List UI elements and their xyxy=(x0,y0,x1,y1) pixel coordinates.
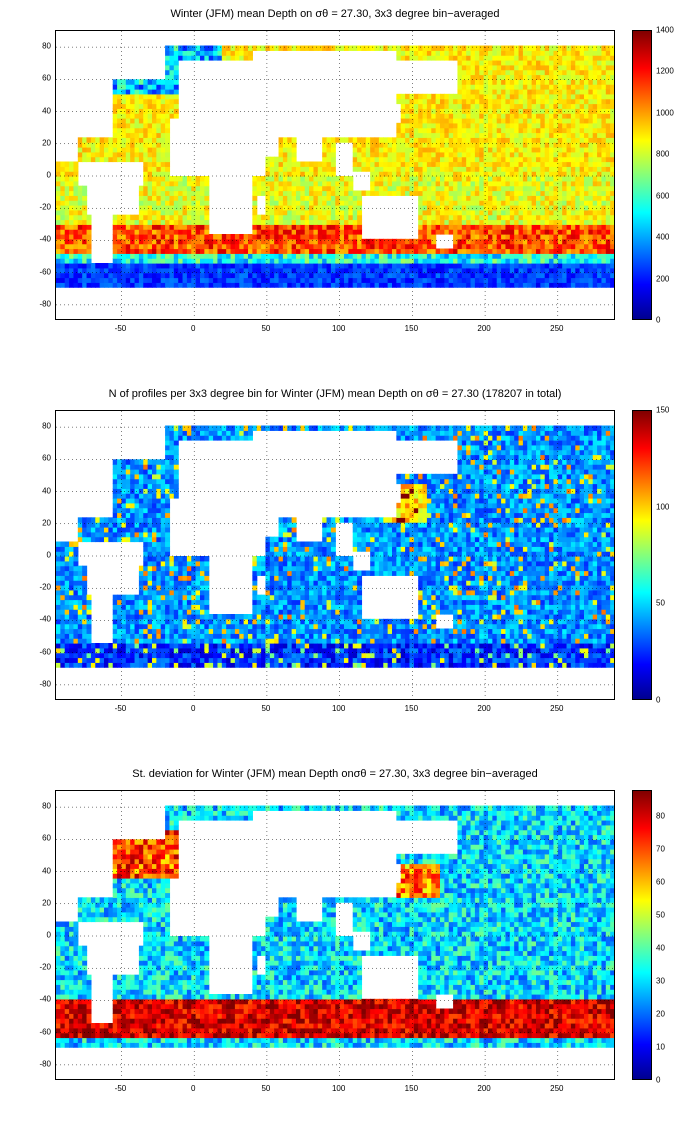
colorbar-tick-label: 0 xyxy=(656,315,661,325)
y-tick-label: -60 xyxy=(39,647,51,657)
colorbar-tick-label: 0 xyxy=(656,1075,661,1085)
x-tick-label: 200 xyxy=(477,324,491,333)
colorbar-tick-label: 1200 xyxy=(656,66,674,76)
colorbar-tick-label: 200 xyxy=(656,274,670,284)
colorbar-tick-label: 20 xyxy=(656,1009,665,1019)
grid-lines xyxy=(56,31,614,319)
x-tick-label: 150 xyxy=(404,1084,419,1093)
y-tick-label: -40 xyxy=(39,234,51,244)
colorbar-tick-label: 100 xyxy=(656,502,670,512)
colorbar-tick-label: 400 xyxy=(656,232,670,242)
y-tick-label: -60 xyxy=(39,267,51,277)
map-canvas xyxy=(56,31,614,319)
y-tick-label: 80 xyxy=(42,801,51,811)
y-tick-label: 0 xyxy=(46,930,51,940)
map-canvas xyxy=(56,791,614,1079)
map-canvas xyxy=(56,411,614,699)
colorbar xyxy=(632,30,652,320)
x-tick-label: 0 xyxy=(190,704,196,713)
colorbar-tick-label: 0 xyxy=(656,695,661,705)
y-tick-label: 0 xyxy=(46,550,51,560)
colorbar-tick-label: 1000 xyxy=(656,108,674,118)
x-tick-label: -50 xyxy=(114,1084,127,1093)
colorbar-tick-label: 600 xyxy=(656,191,670,201)
colorbar-tick-label: 50 xyxy=(656,910,665,920)
panel-profile-count: N of profiles per 3x3 degree bin for Win… xyxy=(0,380,696,760)
colorbar-tick-label: 10 xyxy=(656,1042,665,1052)
y-tick-label: -20 xyxy=(39,582,51,592)
x-tick-label: 150 xyxy=(404,704,419,713)
colorbar-tick-label: 70 xyxy=(656,844,665,854)
grid-lines xyxy=(56,411,614,699)
x-tick-label: -50 xyxy=(114,704,127,713)
y-tick-label: 80 xyxy=(42,421,51,431)
y-tick-label: 40 xyxy=(42,106,51,116)
map-plot xyxy=(55,410,615,700)
y-tick-label: 20 xyxy=(42,898,51,908)
x-tick-label: 100 xyxy=(331,704,346,713)
colorbar xyxy=(632,410,652,700)
x-tick-label: 50 xyxy=(261,324,271,333)
y-tick-label: 60 xyxy=(42,73,51,83)
y-tick-label: -80 xyxy=(39,679,51,689)
x-tick-label: 50 xyxy=(261,1084,271,1093)
colorbar-tick-label: 30 xyxy=(656,976,665,986)
x-tick-label: 200 xyxy=(477,1084,491,1093)
y-tick-label: 40 xyxy=(42,486,51,496)
y-tick-label: -80 xyxy=(39,299,51,309)
x-tick-label: 250 xyxy=(550,1084,564,1093)
x-tick-label: 0 xyxy=(190,324,196,333)
y-tick-label: -60 xyxy=(39,1027,51,1037)
colorbar-tick-label: 1400 xyxy=(656,25,674,35)
y-tick-label: -20 xyxy=(39,962,51,972)
x-tick-label: 50 xyxy=(261,704,271,713)
x-tick-label: 100 xyxy=(331,324,346,333)
y-tick-label: 20 xyxy=(42,518,51,528)
x-tick-label: 100 xyxy=(331,1084,346,1093)
panel-mean-depth: Winter (JFM) mean Depth on σθ = 27.30, 3… xyxy=(0,0,696,380)
y-tick-label: -20 xyxy=(39,202,51,212)
y-tick-label: 0 xyxy=(46,170,51,180)
x-tick-label: 250 xyxy=(550,324,564,333)
colorbar-tick-label: 40 xyxy=(656,943,665,953)
y-tick-label: -80 xyxy=(39,1059,51,1069)
x-tick-label: 200 xyxy=(477,704,491,713)
y-tick-label: -40 xyxy=(39,994,51,1004)
colorbar-tick-label: 60 xyxy=(656,877,665,887)
colorbar xyxy=(632,790,652,1080)
x-tick-label: 250 xyxy=(550,704,564,713)
bin-cells xyxy=(56,805,614,1048)
grid-lines xyxy=(56,791,614,1079)
x-tick-label: 0 xyxy=(190,1084,196,1093)
y-tick-label: 20 xyxy=(42,138,51,148)
colorbar-tick-label: 80 xyxy=(656,811,665,821)
y-tick-label: 40 xyxy=(42,866,51,876)
panel-title: St. deviation for Winter (JFM) mean Dept… xyxy=(132,768,538,780)
x-tick-label: -50 xyxy=(114,324,127,333)
colorbar-tick-label: 150 xyxy=(656,405,670,415)
panel-title: N of profiles per 3x3 degree bin for Win… xyxy=(108,388,562,400)
y-tick-label: -40 xyxy=(39,614,51,624)
y-tick-label: 80 xyxy=(42,41,51,51)
y-tick-label: 60 xyxy=(42,453,51,463)
map-plot xyxy=(55,790,615,1080)
bin-cells xyxy=(56,425,614,668)
panel-title: Winter (JFM) mean Depth on σθ = 27.30, 3… xyxy=(170,8,500,20)
colorbar-tick-label: 50 xyxy=(656,598,665,608)
colorbar-tick-label: 800 xyxy=(656,149,670,159)
map-plot xyxy=(55,30,615,320)
bin-cells xyxy=(56,45,614,288)
panel-std-dev: St. deviation for Winter (JFM) mean Dept… xyxy=(0,760,696,1140)
x-tick-label: 150 xyxy=(404,324,419,333)
y-tick-label: 60 xyxy=(42,833,51,843)
